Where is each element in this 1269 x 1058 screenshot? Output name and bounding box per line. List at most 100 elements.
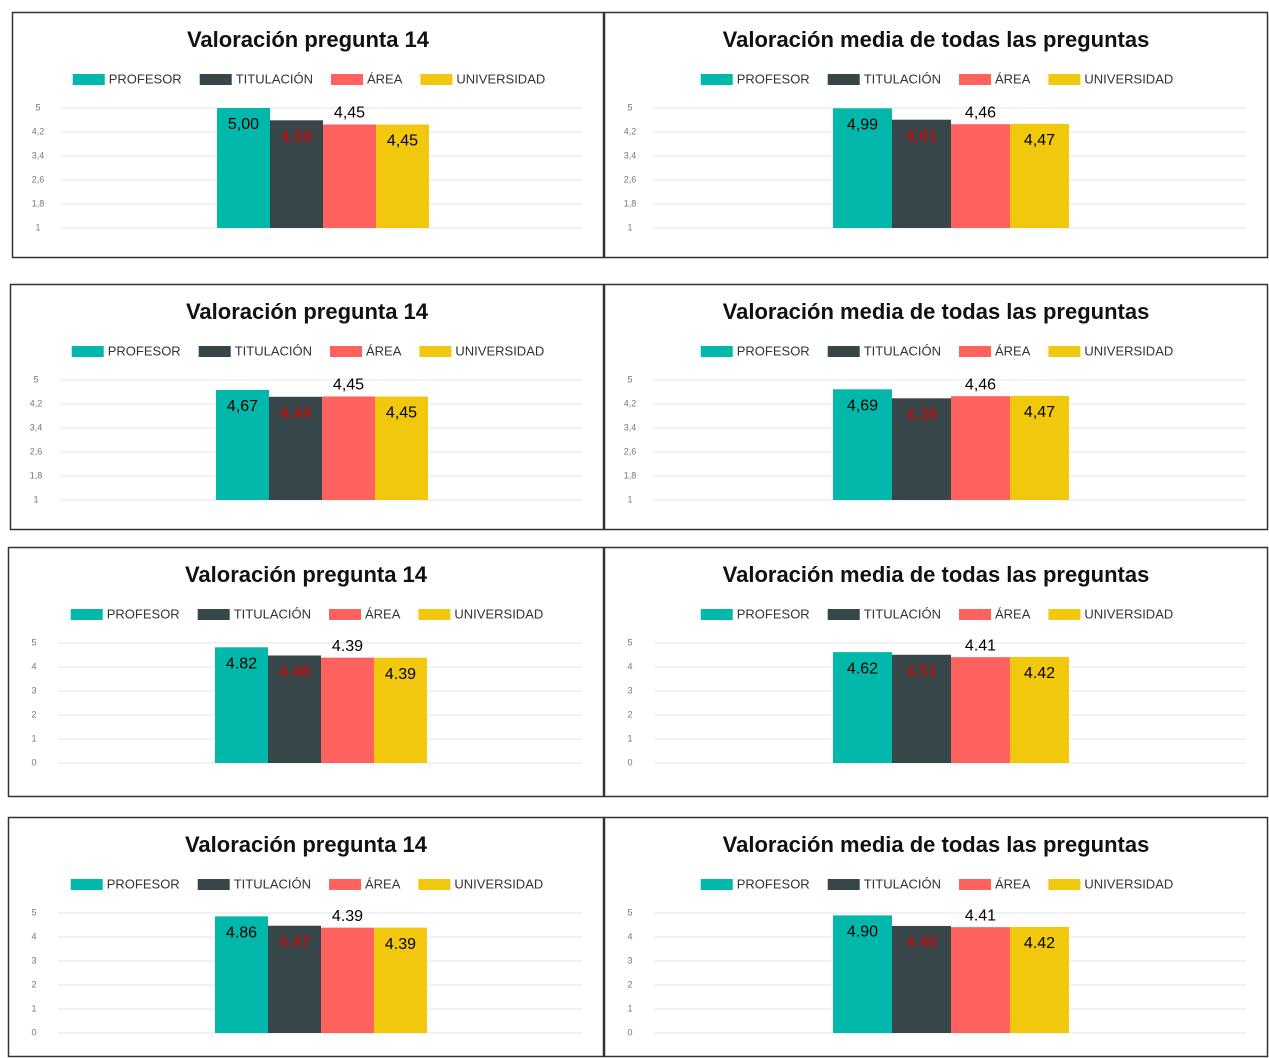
legend-label: TITULACIÓN: [864, 876, 941, 891]
legend-label: PROFESOR: [109, 71, 182, 86]
bar: [951, 396, 1010, 500]
bar: [374, 927, 427, 1033]
y-tick-label: 3: [627, 955, 632, 965]
y-tick-label: 1: [627, 222, 632, 232]
y-tick-label: 5: [31, 907, 36, 917]
legend-swatch: [419, 346, 452, 357]
value-label: 4.46: [906, 934, 937, 951]
value-label: 4.62: [847, 660, 878, 677]
bar: [892, 925, 951, 1033]
value-label: 4.47: [279, 934, 310, 951]
value-label: 4,59: [281, 129, 312, 146]
chart-title: Valoración media de todas las preguntas: [723, 27, 1150, 52]
y-tick-label: 4: [31, 931, 36, 941]
bar: [833, 389, 892, 500]
y-tick-label: 0: [627, 757, 632, 767]
bar: [833, 652, 892, 763]
y-tick-label: 3: [31, 685, 36, 695]
bar: [321, 657, 374, 763]
legend-swatch: [700, 879, 733, 890]
panel-border: [11, 11, 605, 259]
bar: [1010, 926, 1069, 1033]
value-label: 4,69: [847, 398, 878, 415]
bar: [1010, 656, 1069, 763]
legend-swatch: [70, 609, 103, 620]
legend-swatch: [418, 879, 451, 890]
legend-label: PROFESOR: [108, 343, 181, 358]
legend-label: TITULACIÓN: [234, 606, 311, 621]
bar: [833, 915, 892, 1033]
chart-title: Valoración pregunta 14: [185, 832, 428, 857]
bar: [1010, 123, 1069, 228]
y-tick-label: 4,2: [30, 398, 43, 408]
value-label: 4,61: [906, 128, 937, 145]
value-label: 4,67: [227, 398, 258, 415]
legend-label: UNIVERSIDAD: [1084, 71, 1173, 86]
legend-label: PROFESOR: [107, 876, 180, 891]
legend-swatch: [1048, 879, 1081, 890]
y-tick-label: 2,6: [32, 174, 45, 184]
legend-swatch: [329, 609, 361, 620]
y-tick-label: 5: [33, 374, 38, 384]
legend-swatch: [700, 74, 733, 85]
bar: [951, 927, 1010, 1033]
legend-swatch: [827, 346, 860, 357]
bar: [323, 124, 376, 228]
bar: [892, 654, 951, 763]
chart-title: Valoración media de todas las preguntas: [723, 832, 1150, 857]
y-tick-label: 1: [33, 494, 38, 504]
legend-swatch: [959, 879, 991, 890]
legend-swatch: [331, 74, 363, 85]
y-tick-label: 1,8: [32, 198, 45, 208]
value-label: 4.39: [385, 936, 416, 953]
y-tick-label: 4: [627, 661, 632, 671]
legend-label: ÁREA: [365, 606, 401, 621]
panel-border: [603, 11, 1269, 259]
y-tick-label: 3,4: [32, 150, 45, 160]
y-tick-label: 2,6: [624, 174, 637, 184]
y-tick-label: 1: [31, 1003, 36, 1013]
y-tick-label: 2,6: [30, 446, 43, 456]
y-tick-label: 5: [35, 102, 40, 112]
value-label: 4,39: [906, 407, 937, 424]
legend-label: ÁREA: [995, 343, 1031, 358]
bar: [1010, 395, 1069, 500]
bar: [375, 396, 428, 500]
legend-label: UNIVERSIDAD: [454, 606, 543, 621]
value-label: 4,99: [847, 117, 878, 134]
bar: [268, 655, 321, 763]
value-label: 4.90: [847, 924, 878, 941]
y-tick-label: 1: [35, 222, 40, 232]
bar: [270, 120, 323, 228]
bar: [216, 389, 269, 500]
legend-swatch: [827, 609, 860, 620]
value-label: 4.39: [385, 666, 416, 683]
y-tick-label: 4,2: [32, 126, 45, 136]
legend-label: PROFESOR: [737, 876, 810, 891]
legend-swatch: [71, 346, 104, 357]
bar: [892, 398, 951, 500]
bar: [374, 657, 427, 763]
y-tick-label: 3,4: [624, 150, 637, 160]
y-tick-label: 1,8: [624, 198, 637, 208]
y-tick-label: 2: [31, 979, 36, 989]
chart-title: Valoración media de todas las preguntas: [723, 562, 1150, 587]
y-tick-label: 5: [627, 907, 632, 917]
bar: [951, 124, 1010, 228]
legend-label: ÁREA: [995, 71, 1031, 86]
y-tick-label: 1,8: [30, 470, 43, 480]
legend-swatch: [70, 879, 103, 890]
legend-label: UNIVERSIDAD: [1084, 343, 1173, 358]
y-tick-label: 5: [31, 637, 36, 647]
y-tick-label: 3: [31, 955, 36, 965]
legend-swatch: [72, 74, 105, 85]
bar: [892, 119, 951, 228]
value-label: 4.39: [332, 638, 363, 655]
panel-border: [603, 816, 1269, 1058]
y-tick-label: 1: [627, 1003, 632, 1013]
value-label: 4,47: [1024, 404, 1055, 421]
legend-swatch: [330, 346, 362, 357]
legend-swatch: [1048, 609, 1081, 620]
legend-label: TITULACIÓN: [236, 71, 313, 86]
y-tick-label: 0: [31, 1027, 36, 1037]
